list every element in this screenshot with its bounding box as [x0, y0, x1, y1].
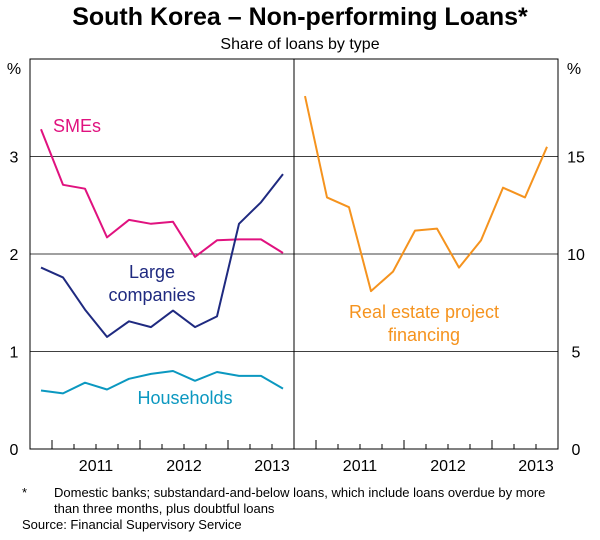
- series-households: [40, 370, 284, 395]
- footnote-mark: *: [22, 485, 28, 500]
- y-tick-label-right: 0: [572, 442, 581, 459]
- y-tick-labels-right: 0 5 10 15: [567, 150, 585, 460]
- source-note: Source: Financial Supervisory Service: [22, 517, 242, 532]
- series-real-estate-project-financing: [304, 95, 548, 293]
- y-unit-left: %: [7, 61, 21, 78]
- x-tick-labels: 2011 2012 2013 2011 2012 2013: [79, 458, 554, 475]
- x-tick-label: 2013: [518, 458, 554, 475]
- series-large-companies: [40, 173, 284, 338]
- x-tick-label: 2012: [166, 458, 202, 475]
- y-tick-label-left: 3: [10, 150, 19, 167]
- y-tick-label-right: 5: [572, 345, 581, 362]
- x-tick-label: 2013: [254, 458, 290, 475]
- series-smes: [40, 128, 284, 258]
- label-households: Households: [137, 388, 232, 408]
- y-tick-labels-left: 0 1 2 3: [10, 150, 19, 460]
- footnote: Domestic banks; substandard-and-below lo…: [54, 485, 546, 516]
- label-large-companies-2: companies: [108, 285, 195, 305]
- y-tick-label-left: 1: [10, 345, 19, 362]
- x-tick-label: 2011: [343, 458, 378, 475]
- label-real-estate-1: Real estate project: [349, 302, 499, 322]
- chart-subtitle: Share of loans by type: [220, 36, 379, 53]
- label-real-estate-2: financing: [388, 325, 460, 345]
- y-tick-label-left: 2: [10, 247, 19, 264]
- series-lines: [40, 95, 548, 395]
- y-tick-label-right: 15: [567, 150, 585, 167]
- y-unit-right: %: [567, 61, 581, 78]
- x-tick-label: 2012: [430, 458, 466, 475]
- chart-title: South Korea – Non-performing Loans*: [72, 3, 528, 31]
- label-smes: SMEs: [53, 116, 101, 136]
- axis-ticks: [51, 440, 537, 449]
- x-tick-label: 2011: [79, 458, 114, 475]
- y-tick-label-left: 0: [10, 442, 19, 459]
- label-large-companies-1: Large: [129, 262, 175, 282]
- y-tick-label-right: 10: [567, 247, 585, 264]
